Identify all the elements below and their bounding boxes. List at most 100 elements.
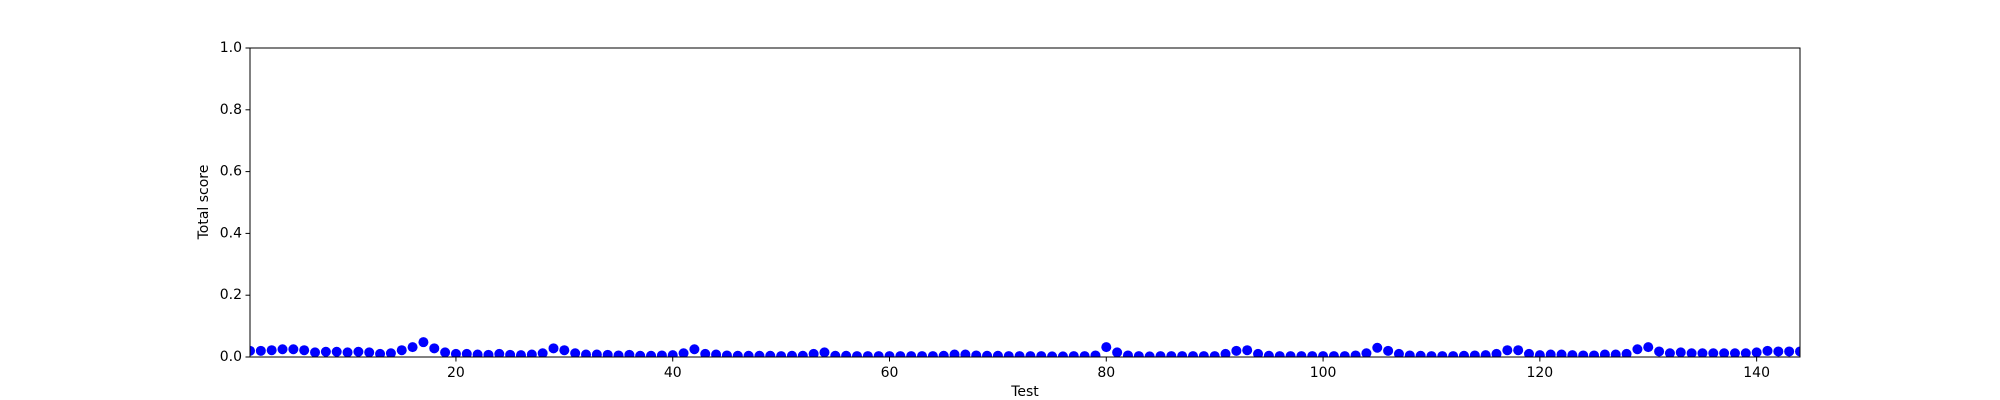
point bbox=[917, 351, 928, 357]
point bbox=[678, 348, 689, 357]
point bbox=[494, 348, 505, 357]
point bbox=[906, 351, 917, 357]
point bbox=[1057, 351, 1068, 357]
point bbox=[992, 350, 1003, 357]
y-tick-label: 0.6 bbox=[220, 164, 242, 180]
point bbox=[1307, 351, 1318, 357]
point bbox=[873, 351, 884, 357]
point bbox=[548, 343, 559, 354]
point bbox=[1253, 348, 1264, 357]
point bbox=[700, 348, 711, 357]
point bbox=[667, 350, 678, 357]
axes-frame bbox=[249, 47, 1801, 358]
point bbox=[1686, 348, 1697, 357]
point bbox=[1393, 348, 1404, 357]
point bbox=[743, 350, 754, 357]
point bbox=[288, 344, 299, 355]
point bbox=[1242, 345, 1253, 356]
point bbox=[819, 347, 830, 357]
point bbox=[277, 344, 288, 355]
point bbox=[570, 348, 581, 357]
point bbox=[310, 347, 321, 357]
point bbox=[808, 348, 819, 357]
point bbox=[721, 350, 732, 357]
point bbox=[1231, 345, 1242, 356]
x-tick-label: 40 bbox=[664, 365, 682, 381]
point bbox=[1209, 351, 1220, 357]
point bbox=[440, 347, 451, 357]
point bbox=[1361, 348, 1372, 357]
point bbox=[1188, 351, 1199, 357]
point bbox=[1675, 347, 1686, 357]
point bbox=[1556, 349, 1567, 357]
point bbox=[364, 347, 375, 357]
point bbox=[1621, 348, 1632, 357]
point bbox=[1480, 350, 1491, 357]
point bbox=[1133, 351, 1144, 357]
point bbox=[1318, 351, 1329, 357]
y-tick-label: 0.2 bbox=[220, 287, 242, 303]
point bbox=[971, 350, 982, 357]
point bbox=[1177, 351, 1188, 357]
point bbox=[505, 349, 516, 357]
point bbox=[938, 350, 949, 357]
point bbox=[635, 350, 646, 357]
point bbox=[450, 348, 461, 357]
point bbox=[342, 347, 353, 357]
point bbox=[960, 349, 971, 357]
point bbox=[613, 350, 624, 357]
point bbox=[526, 349, 537, 357]
point bbox=[1285, 351, 1296, 357]
point bbox=[841, 350, 852, 357]
y-tick-label: 0.4 bbox=[220, 225, 242, 241]
point bbox=[1719, 348, 1730, 357]
point bbox=[1415, 350, 1426, 357]
point bbox=[1383, 345, 1394, 356]
y-axis-label: Total score bbox=[196, 165, 212, 241]
point bbox=[250, 345, 255, 356]
point bbox=[1198, 351, 1209, 357]
point bbox=[1729, 348, 1740, 357]
point bbox=[949, 349, 960, 357]
point bbox=[1578, 350, 1589, 357]
point bbox=[895, 351, 906, 357]
point bbox=[711, 349, 722, 357]
point bbox=[537, 348, 548, 357]
point bbox=[1643, 342, 1654, 353]
x-tick-label: 20 bbox=[447, 365, 465, 381]
point bbox=[1708, 348, 1719, 357]
point bbox=[982, 350, 993, 357]
point bbox=[375, 348, 386, 357]
point bbox=[1740, 348, 1751, 357]
point bbox=[1166, 351, 1177, 357]
point bbox=[1112, 347, 1123, 357]
y-tick-label: 0.0 bbox=[220, 349, 242, 365]
point bbox=[1491, 348, 1502, 357]
point bbox=[689, 344, 700, 355]
point bbox=[1469, 350, 1480, 357]
point bbox=[754, 350, 765, 357]
point bbox=[1502, 345, 1513, 356]
point bbox=[331, 346, 342, 357]
point bbox=[1589, 350, 1600, 357]
point bbox=[255, 345, 266, 356]
point bbox=[1122, 350, 1133, 357]
point bbox=[320, 346, 331, 357]
point bbox=[1068, 351, 1079, 357]
x-tick-label: 80 bbox=[1097, 365, 1115, 381]
point bbox=[732, 350, 743, 357]
point bbox=[1697, 348, 1708, 357]
point bbox=[1784, 346, 1795, 357]
point bbox=[884, 351, 895, 357]
point bbox=[1144, 351, 1155, 357]
point bbox=[1610, 349, 1621, 357]
point bbox=[1426, 351, 1437, 357]
point bbox=[299, 345, 310, 356]
point bbox=[385, 348, 396, 357]
point bbox=[1350, 350, 1361, 357]
point bbox=[1025, 351, 1036, 357]
point bbox=[1654, 346, 1665, 357]
point bbox=[851, 351, 862, 357]
